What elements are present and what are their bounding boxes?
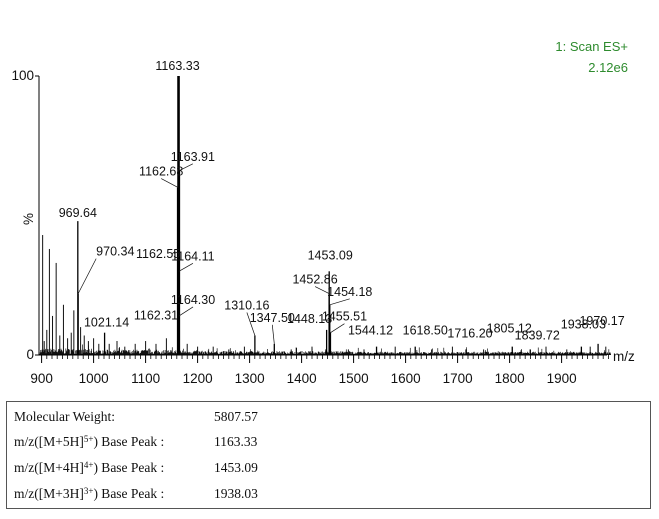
peak-labels: 969.64 970.34 1021.14 1162.31 1162.55 1162.68… [59,59,625,344]
mass-spectrum-chart: 0 100% 900 1000 1100 1200 1300 1400 1500 1600 1700… [11,39,635,386]
results-table: Molecular Weight: 5807.57 m/z([M+5H]5+) … [6,401,651,509]
x-tick-label: 1300 [235,371,265,386]
peak-label-leader [330,323,345,333]
x-tick-label: 900 [30,371,53,386]
peak-label: 1347.50 [250,311,295,325]
peak-label: 1164.30 [171,293,215,307]
chart-axes: 0 100% 900 1000 1100 1200 1300 1400 1500 1600 1700… [11,68,635,386]
peak-label: 969.64 [59,206,97,220]
peak-label-leader [314,286,330,294]
y-tick-label: 100 [11,68,34,83]
peak-label: 1805.12 [487,322,532,336]
row-label: Molecular Weight: [14,409,116,424]
x-tick-label: 1700 [443,371,473,386]
y-tick-label: 0 [26,347,34,362]
row-label: m/z([M+4H]4+) Base Peak : [14,460,165,475]
x-tick-label: 1400 [287,371,317,386]
molecular-weight-value: 5807.57 [214,409,258,424]
x-tick-label: 1900 [547,371,577,386]
peak-label: 1162.55 [136,247,180,261]
peak-label: 1452.86 [292,273,337,287]
y-axis-unit: % [21,213,36,225]
peak-label: 1310.16 [224,298,269,312]
peak-label-leader [161,178,179,188]
peak-label-leader [178,306,194,317]
peak-label: 1162.31 [134,309,178,323]
x-minor-ticks [46,355,609,359]
m5h-base-peak-row: m/z([M+5H]5+) Base Peak : 1163.33 [14,432,634,452]
peak-label-leader [178,163,193,172]
peak-label: 1544.12 [348,324,393,338]
peak-label: 1618.50 [403,324,448,338]
spectrum-peaks [42,76,607,355]
scan-mode-label: 1: Scan ES+ [555,39,628,54]
x-tick-label: 1100 [131,371,160,386]
peak-label: 1455.51 [322,310,367,324]
peak-label: 1164.11 [171,249,214,263]
base-intensity-label: 2.12e6 [588,60,628,75]
peak-label: 1448.13 [287,312,332,326]
x-tick-label: 1600 [391,371,421,386]
peak-label: 1938.03 [561,318,606,332]
row-label: m/z([M+5H]5+) Base Peak : [14,434,165,449]
peak-label-leader [246,312,256,336]
peak-label: 1454.18 [327,285,372,299]
peak-label: 1163.33 [155,59,199,73]
m3h-base-peak-row: m/z([M+3H]3+) Base Peak : 1938.03 [14,484,634,504]
x-tick-label: 1000 [79,371,109,386]
peak-label: 970.34 [96,245,134,259]
peak-label: 1162.68 [139,165,183,179]
x-tick-label: 1200 [183,371,213,386]
molecular-weight-row: Molecular Weight: 5807.57 [14,407,634,427]
peak-label: 1453.09 [308,248,353,262]
peak-label-leader [178,262,194,272]
peak-label-leader [329,298,350,306]
peak-label: 1021.14 [84,316,129,330]
peak-label: 1716.20 [447,326,492,340]
m5h-base-peak-value: 1163.33 [214,434,258,449]
x-tick-label: 1500 [339,371,369,386]
peak-label: 1163.91 [171,150,215,164]
row-label: m/z([M+3H]3+) Base Peak : [14,486,165,501]
m4h-base-peak-row: m/z([M+4H]4+) Base Peak : 1453.09 [14,458,634,478]
x-axis-unit: m/z [613,349,635,364]
m3h-base-peak-value: 1938.03 [214,486,258,501]
m4h-base-peak-value: 1453.09 [214,460,258,475]
peak-label: 1970.17 [579,314,624,328]
peak-label-leader [77,258,97,294]
peak-label: 1839.72 [515,328,560,342]
peak-label-leader [271,324,275,344]
x-tick-label: 1800 [495,371,525,386]
